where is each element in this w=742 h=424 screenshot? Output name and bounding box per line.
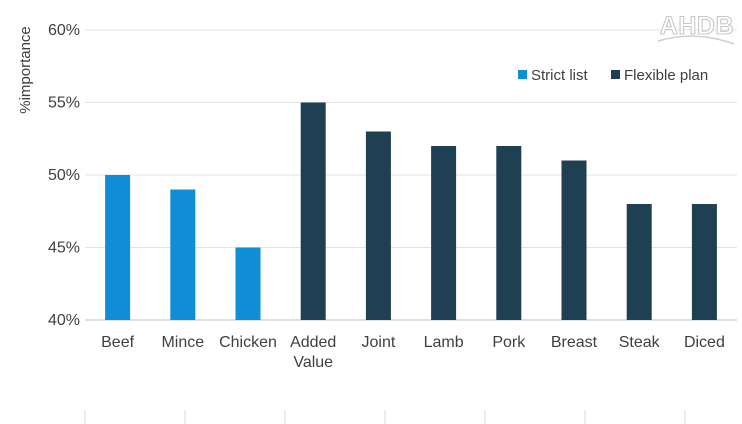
y-axis-title: %importance [17, 26, 34, 114]
bar-added-value [300, 102, 326, 320]
x-tick-label: Beef [101, 334, 134, 351]
legend-label: Flexible plan [624, 67, 708, 84]
legend: Strict list Flexible plan [518, 67, 708, 84]
y-tick-label: 50% [48, 167, 80, 184]
x-tick-label: Pork [492, 334, 526, 351]
bar-lamb [431, 146, 457, 320]
bar-breast [561, 160, 587, 320]
y-tick-label: 45% [48, 240, 80, 257]
bar-joint [365, 131, 391, 320]
x-tick-label: Breast [551, 334, 598, 351]
ahdb-logo: AHDB [657, 11, 735, 45]
y-tick-label: 55% [48, 95, 80, 112]
x-tick-label: Added Value [290, 334, 336, 371]
legend-label: Strict list [531, 67, 589, 84]
x-tick-label: Diced [684, 334, 725, 351]
svg-text:AHDB: AHDB [660, 12, 734, 40]
x-tick-labels: Beef Mince Chicken Added Value Joint Lamb Pork B… [101, 334, 725, 371]
x-tick-label: Chicken [219, 334, 277, 351]
bars [105, 102, 717, 320]
y-tick-labels: 40% 45% 50% 55% 60% [48, 22, 80, 329]
x-tick-label: Steak [619, 334, 661, 351]
legend-swatch [518, 70, 527, 79]
legend-swatch [611, 70, 620, 79]
bar-pork [496, 146, 522, 320]
bar-beef [105, 175, 131, 320]
bar-steak [626, 204, 652, 320]
y-tick-label: 60% [48, 22, 80, 39]
x-tick-label: Lamb [424, 334, 464, 351]
x-tick-label: Joint [362, 334, 396, 351]
bar-chicken [235, 247, 261, 320]
bar-diced [691, 204, 717, 320]
bottom-axis-ticks [84, 410, 686, 424]
x-tick-label: Mince [161, 334, 204, 351]
y-tick-label: 40% [48, 312, 80, 329]
bar-mince [170, 189, 196, 320]
